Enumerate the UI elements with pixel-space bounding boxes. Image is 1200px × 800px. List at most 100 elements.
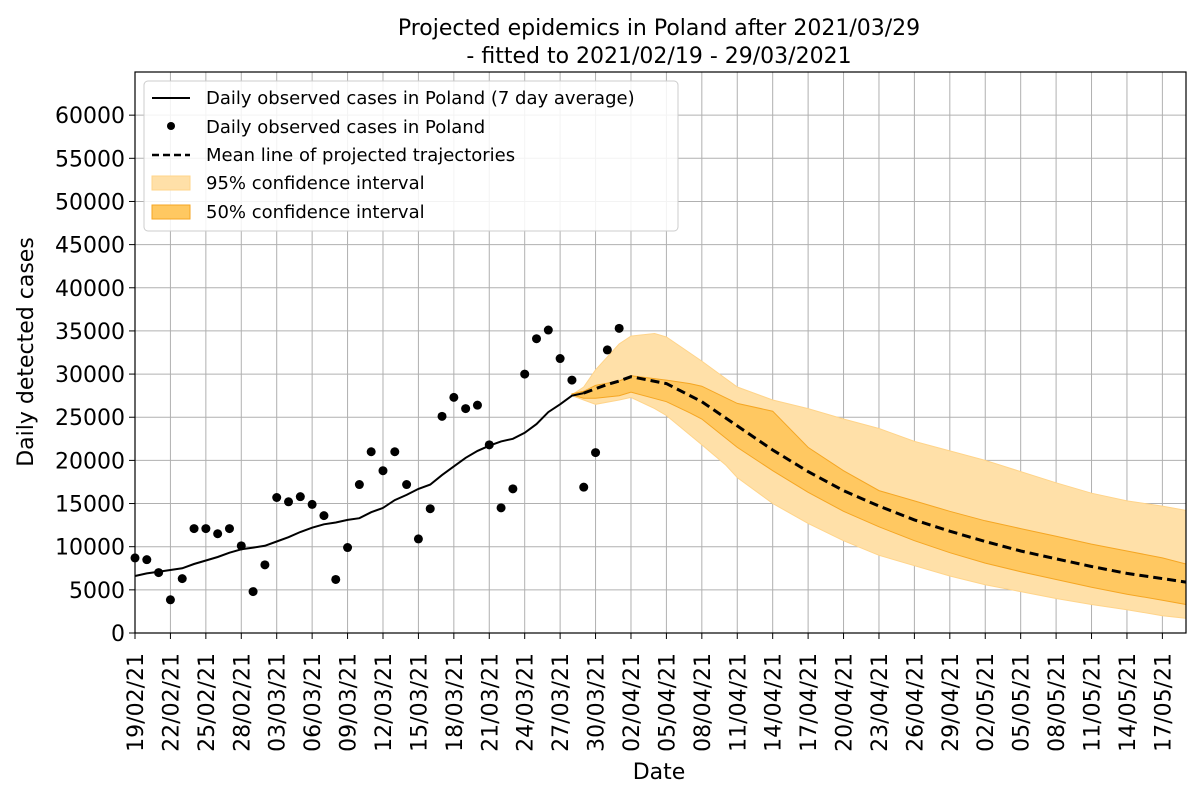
observed-point [177, 574, 187, 584]
y-tick-label: 30000 [55, 363, 125, 388]
y-tick-label: 55000 [55, 147, 125, 172]
observed-point [567, 375, 577, 385]
observed-point [449, 392, 459, 402]
x-tick-label: 26/04/21 [903, 653, 928, 752]
legend-swatch-50 [151, 204, 191, 220]
legend-swatch-dot [167, 122, 175, 130]
observed-point [272, 492, 282, 502]
x-tick-label: 12/03/21 [372, 653, 397, 752]
x-tick-label: 06/03/21 [301, 653, 326, 752]
observed-point [461, 404, 471, 414]
x-tick-label: 24/03/21 [514, 653, 539, 752]
observed-point [378, 466, 388, 476]
legend-box [143, 80, 679, 232]
x-tick-label: 23/04/21 [868, 653, 893, 752]
x-tick-label: 17/04/21 [797, 653, 822, 752]
observed-point [236, 541, 246, 551]
observed-point [260, 560, 270, 570]
observed-point [555, 354, 565, 364]
observed-point [154, 568, 164, 578]
observed-point [189, 524, 199, 534]
x-tick-label: 02/05/21 [974, 653, 999, 752]
x-tick-label: 21/03/21 [478, 653, 503, 752]
observed-point [496, 503, 506, 513]
observed-point [343, 543, 353, 553]
x-tick-label: 29/04/21 [939, 653, 964, 752]
plot-frame [134, 71, 1187, 634]
observed-point [319, 511, 329, 521]
observed-point [402, 480, 412, 490]
observed-point [354, 480, 364, 490]
y-tick-label: 35000 [55, 320, 125, 345]
legend-label-7day: Daily observed cases in Poland (7 day av… [206, 88, 635, 109]
observed-point [295, 492, 305, 502]
x-tick-label: 18/03/21 [443, 653, 468, 752]
x-axis-ticks: 19/02/21 22/02/21 25/02/21 28/02/21 03/03/21… [124, 633, 1176, 752]
observed-point [602, 345, 612, 355]
observed-point [437, 411, 447, 421]
line-7day-average [134, 392, 584, 577]
observed-points [130, 323, 624, 605]
x-tick-label: 30/03/21 [585, 653, 610, 752]
y-tick-label: 0 [111, 622, 125, 647]
observed-point [284, 497, 294, 507]
x-tick-label: 19/02/21 [124, 653, 149, 752]
legend: Daily observed cases in Poland (7 day av… [143, 80, 679, 232]
y-tick-label: 60000 [55, 104, 125, 129]
x-tick-label: 09/03/21 [337, 653, 362, 752]
observed-point [224, 524, 234, 534]
observed-point [543, 325, 553, 335]
observed-point [390, 447, 400, 457]
x-tick-label: 22/02/21 [159, 653, 184, 752]
observed-point [366, 447, 376, 457]
x-tick-label: 15/03/21 [407, 653, 432, 752]
x-tick-label: 28/02/21 [230, 653, 255, 752]
y-tick-label: 5000 [69, 579, 125, 604]
observed-point [472, 400, 482, 410]
observed-point [307, 499, 317, 509]
x-tick-label: 17/05/21 [1151, 653, 1176, 752]
x-tick-label: 05/05/21 [1010, 653, 1035, 752]
observed-point [142, 555, 152, 565]
x-tick-label: 11/05/21 [1081, 653, 1106, 752]
observed-point [614, 323, 624, 333]
x-tick-label: 03/03/21 [266, 653, 291, 752]
y-tick-label: 10000 [55, 536, 125, 561]
observed-point [520, 369, 530, 379]
x-tick-label: 14/05/21 [1116, 653, 1141, 752]
x-tick-label: 02/04/21 [620, 653, 645, 752]
observed-point [425, 504, 435, 514]
x-tick-label: 11/04/21 [726, 653, 751, 752]
observed-point [508, 484, 518, 494]
y-tick-label: 20000 [55, 449, 125, 474]
observed-point [165, 595, 175, 605]
observed-point [484, 440, 494, 450]
x-tick-label: 08/05/21 [1045, 653, 1070, 752]
observed-point [579, 482, 589, 492]
x-tick-label: 27/03/21 [549, 653, 574, 752]
observed-point [331, 574, 341, 584]
x-tick-label: 14/04/21 [762, 653, 787, 752]
y-axis-label: Daily detected cases [14, 237, 39, 467]
x-axis-label: Date [633, 760, 686, 785]
y-tick-label: 25000 [55, 406, 125, 431]
x-tick-label: 20/04/21 [833, 653, 858, 752]
legend-label-mean: Mean line of projected trajectories [206, 145, 515, 166]
y-axis-ticks: 0 5000 10000 15000 20000 25000 30000 35000 40000… [55, 104, 135, 647]
x-tick-label: 25/02/21 [195, 653, 220, 752]
series-lines [134, 375, 1187, 584]
observed-point [248, 587, 258, 597]
y-tick-label: 45000 [55, 234, 125, 259]
legend-label-observed: Daily observed cases in Poland [206, 117, 485, 138]
chart-subtitle: - fitted to 2021/02/19 - 29/03/2021 [466, 44, 851, 69]
y-tick-label: 15000 [55, 493, 125, 518]
y-tick-label: 50000 [55, 190, 125, 215]
x-tick-label: 05/04/21 [655, 653, 680, 752]
observed-point [413, 534, 423, 544]
x-tick-label: 08/04/21 [691, 653, 716, 752]
chart-title: Projected epidemics in Poland after 2021… [398, 16, 920, 41]
y-tick-label: 40000 [55, 277, 125, 302]
legend-swatch-95 [151, 175, 191, 191]
legend-label-50: 50% confidence interval [206, 202, 425, 223]
